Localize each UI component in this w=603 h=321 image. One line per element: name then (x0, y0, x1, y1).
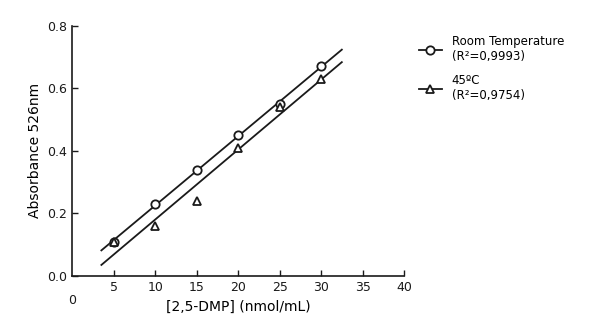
Legend: Room Temperature
(R²=0,9993), 45ºC
(R²=0,9754): Room Temperature (R²=0,9993), 45ºC (R²=0… (414, 31, 569, 107)
Text: 0: 0 (68, 294, 77, 307)
Y-axis label: Absorbance 526nm: Absorbance 526nm (28, 83, 42, 218)
X-axis label: [2,5-DMP] (nmol/mL): [2,5-DMP] (nmol/mL) (166, 299, 311, 314)
